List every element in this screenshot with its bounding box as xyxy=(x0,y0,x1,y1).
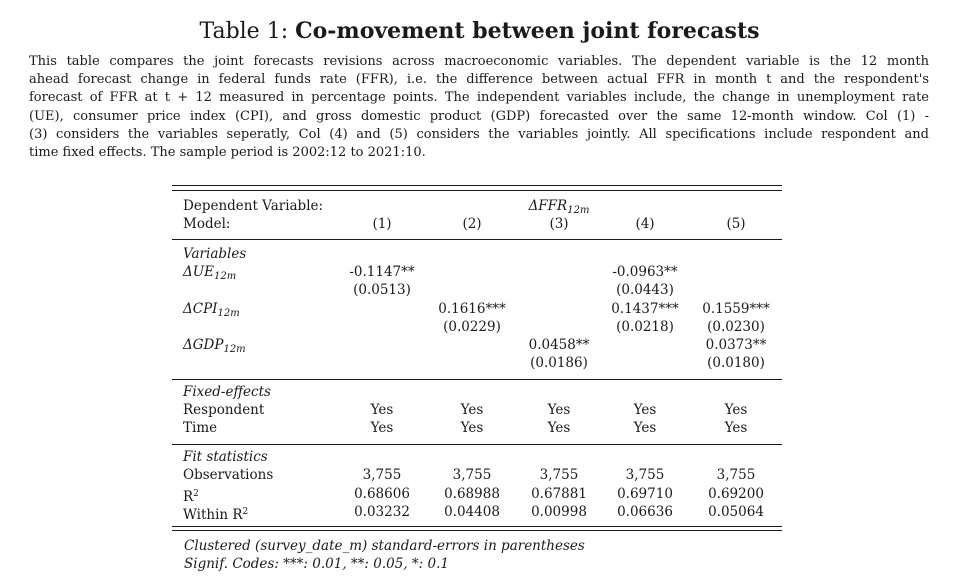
table-number: Table 1: xyxy=(199,19,289,44)
fit-cell: 0.68606 xyxy=(354,486,410,502)
fe-cell: Yes xyxy=(724,420,748,436)
caption-line: (UE), consumer price index (CPI), and gr… xyxy=(29,108,929,124)
variables-rule xyxy=(172,379,782,380)
fe-cell: Yes xyxy=(547,402,571,418)
fit-cell: 0.00998 xyxy=(531,504,587,520)
fe-cell: Yes xyxy=(633,420,657,436)
fit-cell: 0.06636 xyxy=(617,504,673,520)
fit-cell: 3,755 xyxy=(362,467,402,483)
coef-cell: 0.1437*** xyxy=(611,301,679,317)
se-cell: (0.0180) xyxy=(707,355,765,371)
top-rule-2 xyxy=(172,190,782,191)
caption-line: ahead forecast change in federal funds r… xyxy=(29,72,929,88)
model-header: (1) xyxy=(372,216,392,232)
fit-cell: 0.05064 xyxy=(708,504,764,520)
dep-var-name: ΔFFR12m xyxy=(528,198,590,216)
fe-cell: Yes xyxy=(460,420,484,436)
fixed-effects-header: Fixed-effects xyxy=(183,384,271,400)
se-cell: (0.0230) xyxy=(707,319,765,335)
se-cell: (0.0513) xyxy=(353,282,411,298)
model-header: (5) xyxy=(726,216,746,232)
bottom-rule-1 xyxy=(172,526,782,527)
variable-name-gdp: ΔGDP12m xyxy=(183,337,246,355)
fit-cell: 3,755 xyxy=(539,467,579,483)
fit-cell: 0.69200 xyxy=(708,486,764,502)
fe-cell: Yes xyxy=(547,420,571,436)
fixed-effects-rule xyxy=(172,444,782,445)
se-cell: (0.0229) xyxy=(443,319,501,335)
fit-cell: 0.69710 xyxy=(617,486,673,502)
fit-cell: 3,755 xyxy=(625,467,665,483)
se-cell: (0.0218) xyxy=(616,319,674,335)
variable-name-ue: ΔUE12m xyxy=(183,264,237,282)
fit-label-observations: Observations xyxy=(183,467,274,483)
table-title: Table 1: Co-movement between joint forec… xyxy=(0,18,959,44)
table-title-text: Co-movement between joint forecasts xyxy=(295,18,760,44)
fe-cell: Yes xyxy=(633,402,657,418)
caption-line: forecast of FFR at t + 12 measured in pe… xyxy=(29,90,929,106)
fit-cell: 0.67881 xyxy=(531,486,587,502)
se-cell: (0.0186) xyxy=(530,355,588,371)
top-rule-1 xyxy=(172,185,782,186)
coef-cell: 0.0458** xyxy=(528,337,590,353)
fe-label-time: Time xyxy=(183,420,218,436)
fe-label-respondent: Respondent xyxy=(183,402,265,418)
footnote-signif: Signif. Codes: ***: 0.01, **: 0.05, *: 0… xyxy=(184,556,449,572)
fe-cell: Yes xyxy=(460,402,484,418)
model-header: (3) xyxy=(549,216,569,232)
fit-cell: 0.68988 xyxy=(444,486,500,502)
fit-label-within-r2: Within R2 xyxy=(183,507,249,523)
bottom-rule-2 xyxy=(172,530,782,531)
caption-line: (3) considers the variables seperatly, C… xyxy=(29,126,929,142)
fit-cell: 3,755 xyxy=(452,467,492,483)
fit-cell: 0.04408 xyxy=(444,504,500,520)
variables-header: Variables xyxy=(183,246,247,262)
fit-cell: 0.03232 xyxy=(354,504,410,520)
caption-line: This table compares the joint forecasts … xyxy=(29,54,929,69)
fit-header: Fit statistics xyxy=(183,449,268,465)
model-header: (4) xyxy=(635,216,655,232)
fe-cell: Yes xyxy=(370,402,394,418)
model-header: (2) xyxy=(462,216,482,232)
table-caption: This table compares the joint forecasts … xyxy=(29,53,929,162)
coef-cell: -0.1147** xyxy=(349,264,415,280)
fit-cell: 3,755 xyxy=(716,467,756,483)
footnote-clustered: Clustered (survey_date_m) standard-error… xyxy=(184,538,585,554)
coef-cell: 0.0373** xyxy=(705,337,767,353)
dep-var-label: Dependent Variable: xyxy=(183,198,324,214)
coef-cell: 0.1616*** xyxy=(438,301,506,317)
se-cell: (0.0443) xyxy=(616,282,674,298)
header-rule xyxy=(172,239,782,240)
fe-cell: Yes xyxy=(724,402,748,418)
model-label: Model: xyxy=(183,216,231,232)
coef-cell: 0.1559*** xyxy=(702,301,770,317)
variable-name-cpi: ΔCPI12m xyxy=(183,301,240,319)
fit-label-r2: R2 xyxy=(183,489,199,505)
fe-cell: Yes xyxy=(370,420,394,436)
coef-cell: -0.0963** xyxy=(612,264,678,280)
caption-line: time fixed effects. The sample period is… xyxy=(29,145,426,161)
